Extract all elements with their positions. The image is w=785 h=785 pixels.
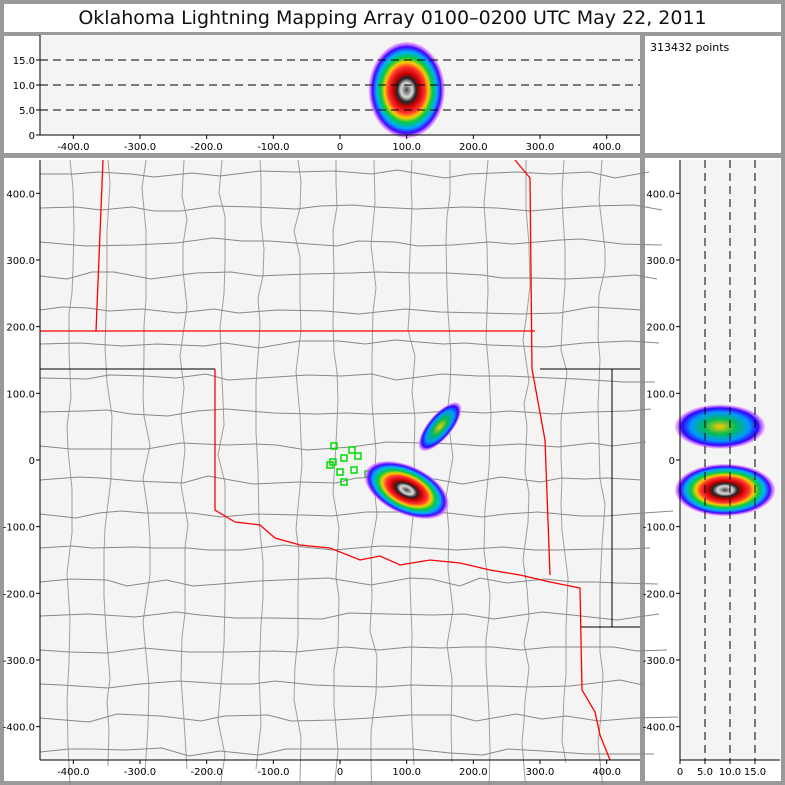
x-tick-label: -300.0 — [124, 142, 156, 153]
x-tick-label: -100.0 — [257, 767, 289, 778]
y-tick-label: 15.0 — [13, 56, 35, 67]
x-tick-label: 0 — [337, 767, 343, 778]
x-tick-label: 300.0 — [526, 767, 555, 778]
state-borders-black — [40, 368, 640, 628]
y-tick-label: -400.0 — [643, 723, 675, 734]
plan-view-panel: -400.0 -300.0 -200.0 -100.0 0 100.0 200.0 300.0… — [3, 159, 679, 785]
station-marker — [330, 442, 338, 450]
y-tick-label: 400.0 — [6, 189, 35, 200]
station-marker — [350, 466, 358, 474]
x-tick-label: -200.0 — [191, 142, 223, 153]
station-marker — [336, 468, 344, 476]
y-tick-label: -300.0 — [3, 656, 35, 667]
y-tick-label: 0 — [669, 456, 675, 467]
x-tick-label: -100.0 — [257, 142, 289, 153]
y-tick-label: 300.0 — [6, 256, 35, 267]
station-marker — [326, 461, 334, 469]
y-tick-label: -300.0 — [643, 656, 675, 667]
y-tick-label: 200.0 — [6, 323, 35, 334]
title-bar: Oklahoma Lightning Mapping Array 0100–02… — [0, 0, 785, 34]
chart-title: Oklahoma Lightning Mapping Array 0100–02… — [78, 7, 707, 29]
y-tick-label: 10.0 — [13, 81, 35, 92]
x-tick-label: 5.0 — [697, 767, 713, 778]
x-tick-label: 0 — [337, 142, 343, 153]
x-tick-label: 400.0 — [592, 767, 621, 778]
x-tick-label: -400.0 — [57, 142, 89, 153]
point-count: 313432 points — [650, 41, 730, 54]
x-tick-label: 100.0 — [392, 767, 421, 778]
lma-stations — [326, 442, 372, 486]
y-tick-label: 200.0 — [646, 323, 675, 334]
x-tick-label: -300.0 — [124, 767, 156, 778]
y-tick-label: 300.0 — [646, 256, 675, 267]
flash-density — [418, 402, 462, 451]
y-tick-label: 0 — [29, 131, 35, 142]
x-tick-label: 200.0 — [459, 767, 488, 778]
x-tick-label: 15.0 — [744, 767, 766, 778]
north-vs-altitude-panel: 0 5.0 10.0 15.0 400.0 300.0 200.0 100.0 0 -100.0 -… — [643, 160, 780, 778]
y-tick-label: 100.0 — [6, 389, 35, 400]
station-marker — [340, 478, 348, 486]
info-panel: 313432 points — [645, 36, 781, 153]
x-tick-label: 100.0 — [392, 142, 421, 153]
x-tick-label: -400.0 — [57, 767, 89, 778]
y-tick-label: -400.0 — [3, 723, 35, 734]
y-tick-label: -200.0 — [643, 589, 675, 600]
x-tick-label: 10.0 — [719, 767, 741, 778]
plot-area — [40, 160, 640, 760]
station-marker — [340, 454, 348, 462]
station-marker — [348, 446, 356, 454]
flash-density — [364, 461, 449, 519]
x-tick-label: 0 — [677, 767, 683, 778]
altitude-vs-east-panel: -400.0 -300.0 -200.0 -100.0 0 100.0 200.0 300.0… — [13, 35, 640, 153]
county-borders — [39, 159, 679, 785]
y-tick-label: -100.0 — [643, 523, 675, 534]
y-tick-label: -100.0 — [3, 523, 35, 534]
y-tick-label: 100.0 — [646, 389, 675, 400]
flash-density — [675, 404, 765, 449]
x-tick-label: 300.0 — [526, 142, 555, 153]
x-tick-label: 400.0 — [592, 142, 621, 153]
y-tick-label: -200.0 — [3, 589, 35, 600]
y-tick-label: 5.0 — [19, 106, 35, 117]
y-tick-label: 0 — [29, 456, 35, 467]
flash-density — [675, 464, 775, 516]
x-tick-label: -200.0 — [191, 767, 223, 778]
state-borders-red — [40, 159, 611, 761]
station-marker — [354, 452, 362, 460]
flash-density — [368, 42, 445, 138]
x-tick-label: 200.0 — [459, 142, 488, 153]
y-tick-label: 400.0 — [646, 189, 675, 200]
